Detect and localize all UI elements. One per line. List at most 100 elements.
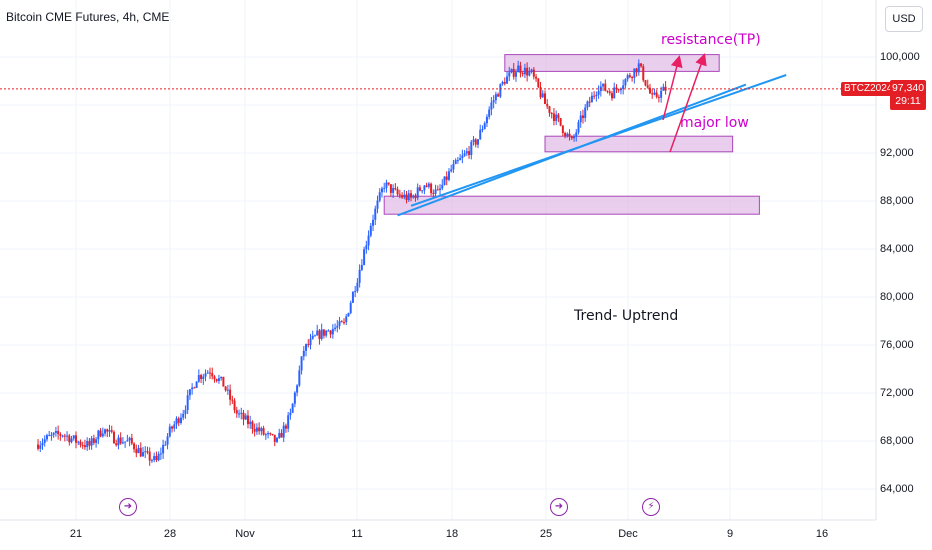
forward-arrow-icon[interactable]: ➜ [550,498,568,516]
candle-body [403,194,406,198]
y-tick-label: 72,000 [880,387,914,399]
currency-button[interactable]: USD [885,6,923,32]
candle-body [72,435,75,439]
candle-body [369,225,372,236]
trend-annotation[interactable]: Trend- Uptrend [574,308,679,324]
candle-body [657,96,660,98]
candle-body [619,89,622,91]
candle-body [349,302,352,314]
bar-countdown: 29:11 [895,95,921,107]
candle-body [528,71,531,76]
candle-body [302,350,305,357]
candle-body [106,429,109,432]
candle-body [521,72,524,75]
candle-body [539,87,542,98]
candle-body [477,139,479,145]
candle-body [99,430,102,437]
x-tick-label: 16 [815,528,829,540]
candle-body [584,107,587,119]
up-arrow-annotation [669,53,707,153]
candle-body [309,338,312,345]
candle-body [182,413,185,418]
candle-body [334,327,337,329]
candle-body [459,158,462,161]
candle-body [360,265,363,270]
candle-body [92,438,95,443]
candle-body [588,101,591,103]
candle-body [416,187,419,198]
candle-body [387,182,390,185]
candle-body [108,430,111,432]
candle-body [597,91,600,95]
candle-body [648,87,651,94]
candle-body [327,330,330,332]
candle-body [564,133,567,137]
candle-body [624,79,627,86]
candle-body [577,122,580,133]
resistance-zone [504,54,720,72]
candle-body [468,151,471,155]
candle-body [273,434,276,442]
candle-body [150,460,153,462]
candle-body [503,82,506,84]
candle-body [83,445,86,448]
candle-body [193,387,196,389]
candle-body [296,385,299,393]
y-tick-label: 76,000 [880,339,914,351]
x-tick-label: 18 [445,528,459,540]
lightning-icon[interactable]: ⚡ [642,498,660,516]
current-price-label: 97,340 29:11 [890,80,926,110]
candle-body [177,418,180,423]
candle-body [130,437,133,444]
candle-body [171,426,174,429]
candle-body [336,325,339,328]
candle-body [300,356,303,371]
major-low-annotation[interactable]: major low [680,115,749,131]
candle-body [329,330,332,335]
candle-body [347,313,350,317]
candle-body [530,69,533,72]
candle-body [474,139,477,145]
candle-body [41,442,44,446]
resistance-annotation[interactable]: resistance(TP) [661,32,761,48]
candle-body [470,141,473,155]
candle-body [97,430,100,440]
candle-body [573,136,576,139]
candle-body [378,192,381,201]
candle-body [209,372,211,374]
candle-body [343,322,345,324]
candle-body [119,437,122,444]
candle-body [441,184,444,189]
candle-body [443,176,446,185]
x-tick-label: Dec [618,528,638,540]
candle-body [88,441,91,446]
candle-body [653,92,656,95]
candle-body [548,106,551,113]
x-tick-label: 11 [351,528,363,540]
candle-body [485,116,488,124]
candle-body [269,433,272,435]
candle-body [287,415,290,429]
candle-body [405,194,408,201]
candle-body [137,447,140,454]
candle-body [325,330,328,336]
candle-body [532,69,535,77]
candle-body [37,444,40,449]
candle-body [159,453,162,455]
candle-body [380,188,383,193]
candle-body [479,129,482,140]
forward-arrow-icon[interactable]: ➜ [119,498,137,516]
candle-body [635,68,638,73]
candle-body [660,90,663,98]
candle-body [231,399,234,401]
candle-body [258,427,261,432]
candle-body [255,427,258,432]
candle-body [423,185,426,191]
candle-body [358,269,361,283]
candle-body [63,435,66,437]
candle-body [50,434,53,436]
candle-body [86,441,89,448]
candle-body [633,68,636,78]
candle-body [514,72,517,77]
